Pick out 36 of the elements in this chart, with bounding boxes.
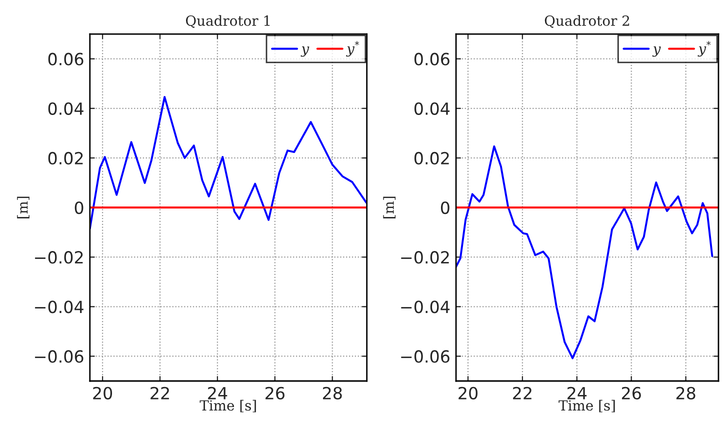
x-tick-label: 26 bbox=[266, 386, 284, 400]
y-axis-title: [m] bbox=[17, 196, 30, 218]
line-series bbox=[456, 145, 714, 360]
legend-label: y$^{*}$ bbox=[698, 40, 711, 57]
x-tick-label: 22 bbox=[513, 386, 532, 400]
y-tick-label: 0.06 bbox=[414, 52, 450, 66]
line-series bbox=[90, 96, 367, 230]
x-axis-title: Time [s] bbox=[200, 400, 256, 412]
x-axis-title: Time [s] bbox=[558, 400, 615, 412]
y-tick-label: −0.04 bbox=[401, 300, 450, 314]
y-tick-label: 0.04 bbox=[48, 102, 84, 115]
x-tick-label: 24 bbox=[568, 386, 587, 400]
y-tick-label: 0.02 bbox=[414, 152, 449, 165]
legend-label: y$^{*}$ bbox=[346, 40, 360, 57]
x-tick-label: 26 bbox=[622, 386, 641, 400]
y-tick-label: 0 bbox=[74, 201, 84, 214]
legend-label: y bbox=[652, 46, 661, 57]
y-tick-label: −0.04 bbox=[35, 300, 84, 314]
legend-label: y bbox=[300, 46, 310, 57]
x-tick-label: 24 bbox=[208, 386, 228, 400]
y-tick-label: 0.02 bbox=[48, 152, 83, 165]
x-tick-label: 22 bbox=[150, 386, 169, 400]
x-tick-label: 28 bbox=[676, 386, 696, 400]
y-tick-label: 0.04 bbox=[414, 102, 450, 115]
y-tick-label: −0.02 bbox=[35, 251, 83, 264]
y-tick-label: −0.06 bbox=[401, 350, 450, 363]
chart-title: Quadrotor 2 bbox=[544, 15, 630, 28]
y-axis-title: [m] bbox=[383, 196, 396, 218]
y-tick-label: −0.02 bbox=[401, 251, 449, 264]
y-tick-label: 0.06 bbox=[48, 52, 84, 66]
x-tick-label: 28 bbox=[322, 386, 342, 400]
x-tick-label: 20 bbox=[93, 386, 112, 400]
y-tick-label: −0.06 bbox=[35, 350, 84, 363]
chart-title: Quadrotor 1 bbox=[186, 15, 270, 28]
x-tick-label: 20 bbox=[458, 386, 478, 400]
y-tick-label: 0 bbox=[440, 201, 450, 214]
